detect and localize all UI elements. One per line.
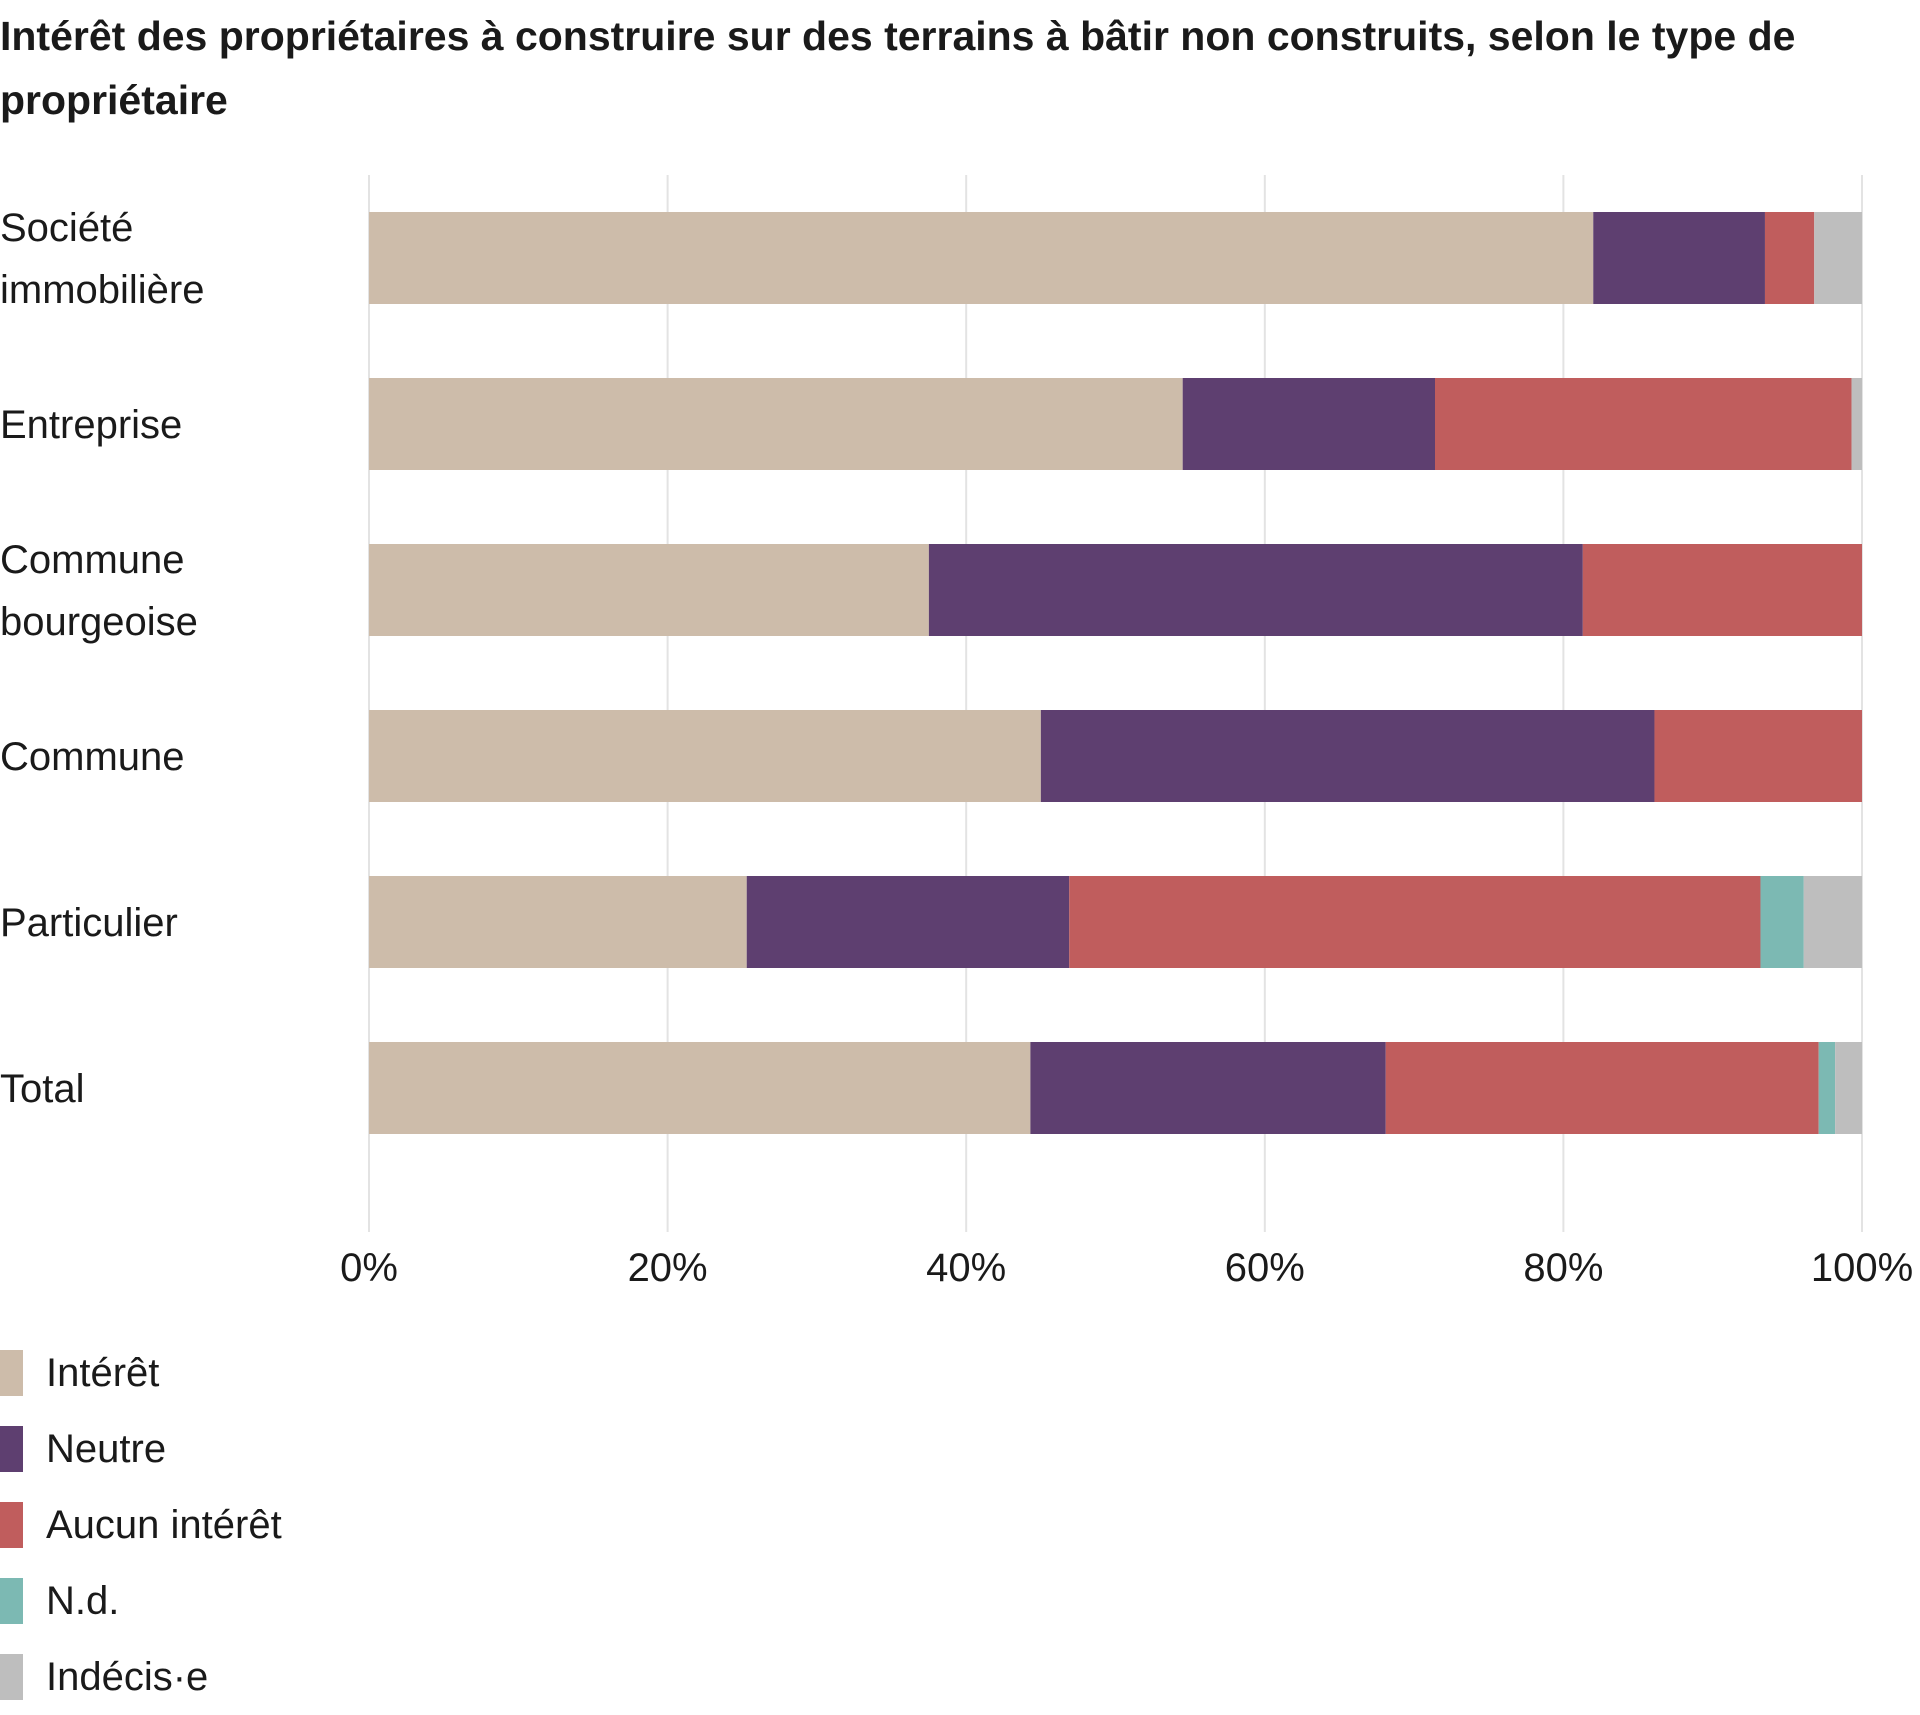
- legend-label: Indécis·e: [46, 1654, 209, 1699]
- x-tick-label: 0%: [340, 1246, 398, 1290]
- legend-swatch: [0, 1502, 23, 1548]
- category-label: Total: [0, 1067, 85, 1111]
- bar-segment-interet: [369, 710, 1041, 802]
- bar-segment-neutre: [928, 544, 1583, 636]
- bar-segment-aucun-interet: [1385, 1042, 1819, 1134]
- category-label: Commune bourgeoise: [0, 538, 198, 644]
- stacked-bar-chart: Société immobilière Entreprise Commune bourg…: [0, 175, 1913, 1290]
- legend-item-neutre: Neutre: [0, 1411, 282, 1487]
- bar-segment-aucun-interet: [1069, 876, 1761, 968]
- x-tick-label: 20%: [628, 1246, 708, 1290]
- bar-segment-interet: [369, 212, 1594, 304]
- bar-segment-indecis-e: [1835, 1042, 1862, 1134]
- legend-item-indecis-e: Indécis·e: [0, 1639, 282, 1715]
- legend-item-aucun-interet: Aucun intérêt: [0, 1487, 282, 1563]
- category-label: Particulier: [0, 901, 178, 945]
- chart-title: Intérêt des propriétaires à construire s…: [0, 13, 1796, 123]
- x-tick-label: 40%: [926, 1246, 1006, 1290]
- x-tick-label: 60%: [1225, 1246, 1305, 1290]
- bar-segment-neutre: [746, 876, 1070, 968]
- bar-segment-n-d: [1818, 1042, 1836, 1134]
- bar-segment-neutre: [1593, 212, 1765, 304]
- bar-segment-indecis-e: [1803, 876, 1862, 968]
- bar-segment-aucun-interet: [1582, 544, 1862, 636]
- legend-swatch: [0, 1578, 23, 1624]
- legend-swatch: [0, 1350, 23, 1396]
- x-tick-label: 100%: [1811, 1246, 1913, 1290]
- x-tick-label: 80%: [1523, 1246, 1603, 1290]
- bar-segment-neutre: [1182, 378, 1436, 470]
- bars: [369, 212, 1862, 1134]
- bar-segment-interet: [369, 876, 747, 968]
- legend-label: Intérêt: [46, 1350, 160, 1395]
- bar-segment-indecis-e: [1851, 378, 1862, 470]
- bar-segment-neutre: [1040, 710, 1655, 802]
- category-labels: Société immobilière Entreprise Commune bourg…: [0, 206, 205, 1111]
- category-label: Entreprise: [0, 403, 182, 447]
- bar-segment-aucun-interet: [1435, 378, 1852, 470]
- legend-label: Aucun intérêt: [46, 1502, 282, 1547]
- bar-segment-interet: [369, 1042, 1031, 1134]
- legend-item-n-d: N.d.: [0, 1563, 282, 1639]
- x-axis-tick-labels: 0% 20% 40% 60% 80% 100%: [340, 1246, 1913, 1290]
- legend: Intérêt Neutre Aucun intérêt N.d. Indécis·e: [0, 1335, 282, 1715]
- bar-segment-interet: [369, 544, 929, 636]
- bar-segment-interet: [369, 378, 1183, 470]
- legend-label: Neutre: [46, 1426, 167, 1471]
- category-label: Société immobilière: [0, 206, 205, 312]
- legend-item-interet: Intérêt: [0, 1335, 282, 1411]
- bar-segment-aucun-interet: [1654, 710, 1862, 802]
- legend-label: N.d.: [46, 1578, 120, 1623]
- bar-segment-indecis-e: [1814, 212, 1862, 304]
- bar-segment-n-d: [1760, 876, 1804, 968]
- legend-swatch: [0, 1654, 23, 1700]
- bar-segment-neutre: [1030, 1042, 1386, 1134]
- category-label: Commune: [0, 735, 185, 779]
- legend-swatch: [0, 1426, 23, 1472]
- bar-segment-aucun-interet: [1764, 212, 1815, 304]
